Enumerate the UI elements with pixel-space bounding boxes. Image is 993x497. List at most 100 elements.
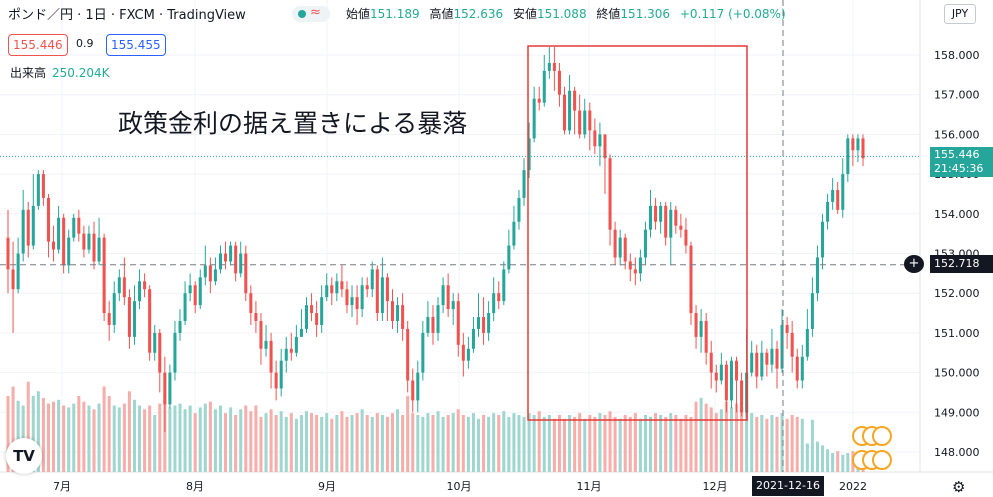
volume-bar xyxy=(365,415,369,472)
candle-body xyxy=(385,277,389,302)
candle-body xyxy=(542,70,546,103)
high-value: 152.636 xyxy=(453,7,504,21)
candle-body xyxy=(568,90,572,131)
candle-body xyxy=(679,225,683,230)
volume-bar xyxy=(826,449,830,472)
candle-body xyxy=(279,360,283,389)
last-price-tag: 155.446 21:45:36 xyxy=(930,147,993,177)
add-alert-icon[interactable]: + xyxy=(904,255,924,273)
volume-bar xyxy=(345,416,349,472)
volume-bar xyxy=(821,445,825,472)
volume-bar xyxy=(471,413,475,472)
volume-bar xyxy=(355,413,359,472)
candle-body xyxy=(795,356,799,381)
volume-bar xyxy=(401,415,405,472)
candle-body xyxy=(770,348,774,365)
buy-price-button[interactable]: 155.455 xyxy=(106,34,166,56)
change-value: +0.117 (+0.08%) xyxy=(679,7,786,21)
volume-bar xyxy=(158,403,162,472)
candle-body xyxy=(684,229,688,246)
candle-body xyxy=(132,301,136,337)
tradingview-logo-icon[interactable]: TV xyxy=(6,438,42,474)
volume-bar xyxy=(729,407,733,472)
candle-body xyxy=(537,98,541,103)
candle-body xyxy=(178,320,182,333)
candle-body xyxy=(446,285,450,310)
volume-bar xyxy=(846,453,850,472)
candle-body xyxy=(593,130,597,147)
volume-bar xyxy=(239,409,243,472)
volume-bar xyxy=(547,415,551,472)
candle-body xyxy=(805,328,809,357)
candle-body xyxy=(360,285,364,310)
volume-bar xyxy=(638,418,642,472)
candle-body xyxy=(714,372,718,381)
candle-body xyxy=(598,134,602,147)
volume-bar xyxy=(740,407,744,472)
candle-body xyxy=(562,94,567,131)
y-tick-label: 150.000 xyxy=(934,367,980,380)
volume-bar xyxy=(46,403,50,472)
x-tick-label: 11月 xyxy=(577,480,602,493)
candle-body xyxy=(532,98,536,139)
y-tick-label: 148.000 xyxy=(934,446,980,459)
candle-body xyxy=(497,293,501,302)
candle-body xyxy=(264,340,268,349)
volume-bar xyxy=(97,403,101,472)
volume-bar xyxy=(269,409,273,472)
candle-body xyxy=(517,197,521,222)
volume-bar xyxy=(229,407,233,472)
candle-body xyxy=(350,297,354,306)
candle-body xyxy=(851,138,855,151)
candle-body xyxy=(694,313,698,337)
currency-button[interactable]: JPY xyxy=(944,4,976,24)
candle-body xyxy=(729,360,733,401)
candle-body xyxy=(861,138,865,159)
open-value: 151.189 xyxy=(370,7,420,21)
symbol-name[interactable]: ポンド／円 xyxy=(8,8,74,23)
volume-bar xyxy=(153,415,157,472)
volume-bar xyxy=(760,415,764,472)
volume-bar xyxy=(780,413,784,472)
sell-price-button[interactable]: 155.446 xyxy=(8,34,68,56)
candle-body xyxy=(310,305,314,314)
volume-bar xyxy=(532,415,536,472)
volume-bar xyxy=(264,413,268,472)
volume-bar xyxy=(390,413,395,472)
volume-bar xyxy=(476,418,481,472)
volume-bar xyxy=(598,413,602,472)
candle-body xyxy=(633,269,637,274)
candle-body xyxy=(67,237,71,266)
candle-body xyxy=(289,348,293,353)
candle-body xyxy=(82,233,86,250)
volume-bar xyxy=(279,411,283,472)
candle-body xyxy=(436,305,440,333)
candle-body xyxy=(31,205,35,246)
settings-icon[interactable]: ⚙ xyxy=(952,478,966,496)
low-value: 151.088 xyxy=(536,7,587,21)
volume-bar xyxy=(406,396,410,472)
volume-bar xyxy=(102,386,106,472)
annotation-text[interactable]: 政策金利の据え置きによる暴落 xyxy=(118,109,468,138)
economic-event-flag-icon xyxy=(872,450,892,470)
volume-bar xyxy=(831,453,835,472)
volume-bar xyxy=(11,386,15,472)
volume-bar xyxy=(643,415,647,472)
candle-body xyxy=(52,241,56,250)
candle-body xyxy=(158,332,162,373)
candle-body xyxy=(689,245,693,314)
volume-bar xyxy=(805,443,809,472)
candle-body xyxy=(127,297,131,337)
candle-body xyxy=(198,277,202,306)
candle-body xyxy=(588,110,592,131)
volume-bar xyxy=(360,409,364,472)
volume-bar xyxy=(203,403,207,472)
candle-body xyxy=(269,340,273,373)
interval[interactable]: 1日 xyxy=(85,8,107,23)
volume-bar xyxy=(87,405,91,472)
market-status-pill[interactable]: ≈ xyxy=(292,5,330,22)
candle-body xyxy=(249,293,253,314)
volume-bar xyxy=(436,411,440,472)
volume-bar xyxy=(507,416,511,472)
